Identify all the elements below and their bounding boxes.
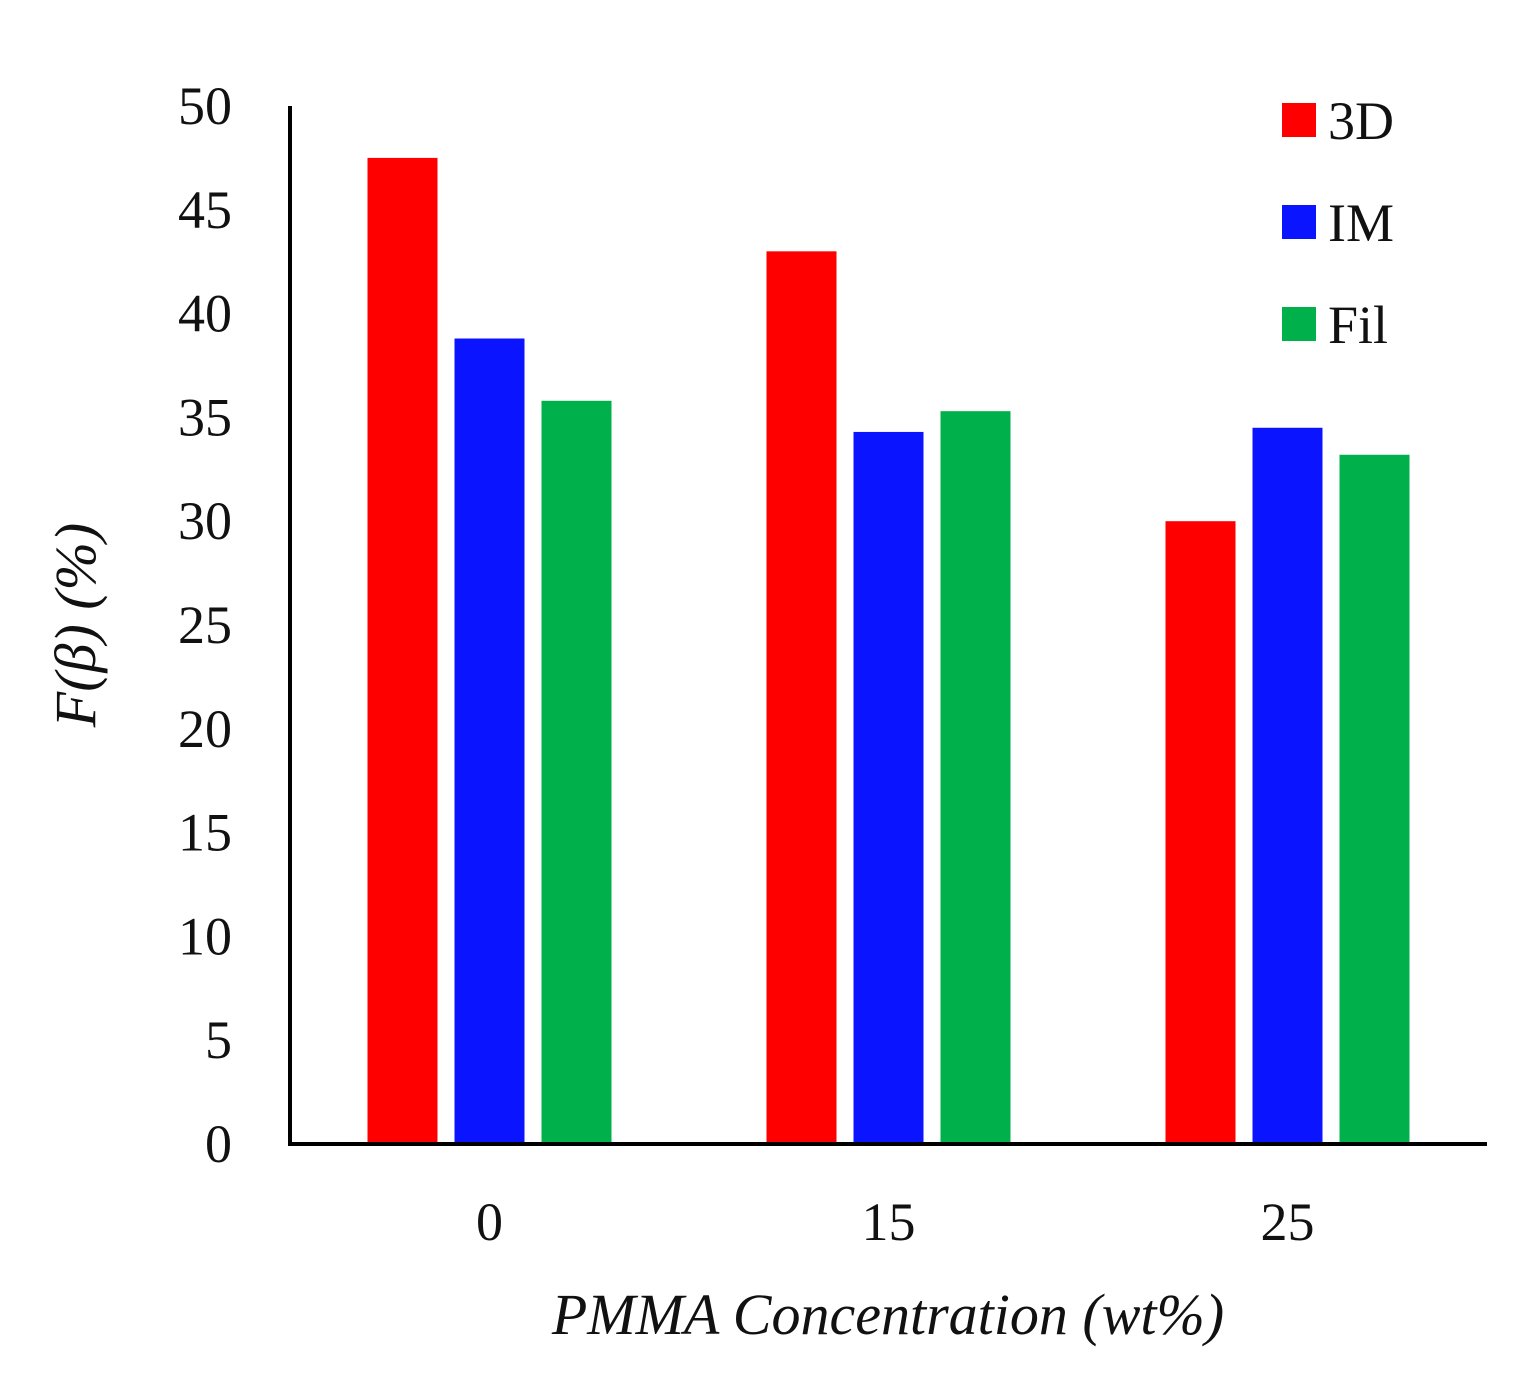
bar-fil-0 bbox=[541, 400, 612, 1144]
y-axis-title: F(β) (%) bbox=[43, 523, 108, 728]
y-tick-label: 35 bbox=[178, 387, 232, 447]
y-tick-label: 50 bbox=[178, 76, 232, 136]
x-tick-label: 0 bbox=[476, 1192, 503, 1252]
legend: 3D IM Fil bbox=[1282, 91, 1394, 355]
legend-label-im: IM bbox=[1328, 193, 1394, 253]
y-tick-label: 15 bbox=[178, 803, 232, 863]
y-tick-label: 10 bbox=[178, 906, 232, 966]
legend-swatch-3d bbox=[1282, 103, 1316, 137]
bar-im-25 bbox=[1252, 427, 1323, 1144]
y-tick-label: 30 bbox=[178, 491, 232, 551]
x-axis-ticks: 0 15 25 bbox=[476, 1192, 1315, 1252]
bar-3d-0 bbox=[367, 157, 438, 1144]
y-tick-label: 45 bbox=[178, 180, 232, 240]
x-axis-title: PMMA Concentration (wt%) bbox=[551, 1282, 1224, 1347]
bar-fil-15 bbox=[940, 411, 1011, 1144]
bar-im-15 bbox=[853, 431, 924, 1144]
y-tick-label: 25 bbox=[178, 595, 232, 655]
legend-label-fil: Fil bbox=[1328, 295, 1388, 355]
legend-swatch-im bbox=[1282, 205, 1316, 239]
bar-3d-25 bbox=[1165, 521, 1236, 1144]
y-tick-label: 5 bbox=[205, 1010, 232, 1070]
y-tick-label: 0 bbox=[205, 1114, 232, 1174]
y-axis-ticks: 0 5 10 15 20 25 30 35 40 45 50 bbox=[178, 76, 232, 1174]
bar-im-0 bbox=[454, 338, 525, 1145]
x-tick-label: 25 bbox=[1261, 1192, 1315, 1252]
bars-group bbox=[367, 157, 1410, 1145]
y-tick-label: 20 bbox=[178, 699, 232, 759]
bar-3d-15 bbox=[766, 251, 837, 1144]
x-tick-label: 15 bbox=[862, 1192, 916, 1252]
legend-label-3d: 3D bbox=[1328, 91, 1394, 151]
y-tick-label: 40 bbox=[178, 284, 232, 344]
bar-fil-25 bbox=[1339, 454, 1410, 1144]
legend-swatch-fil bbox=[1282, 307, 1316, 341]
